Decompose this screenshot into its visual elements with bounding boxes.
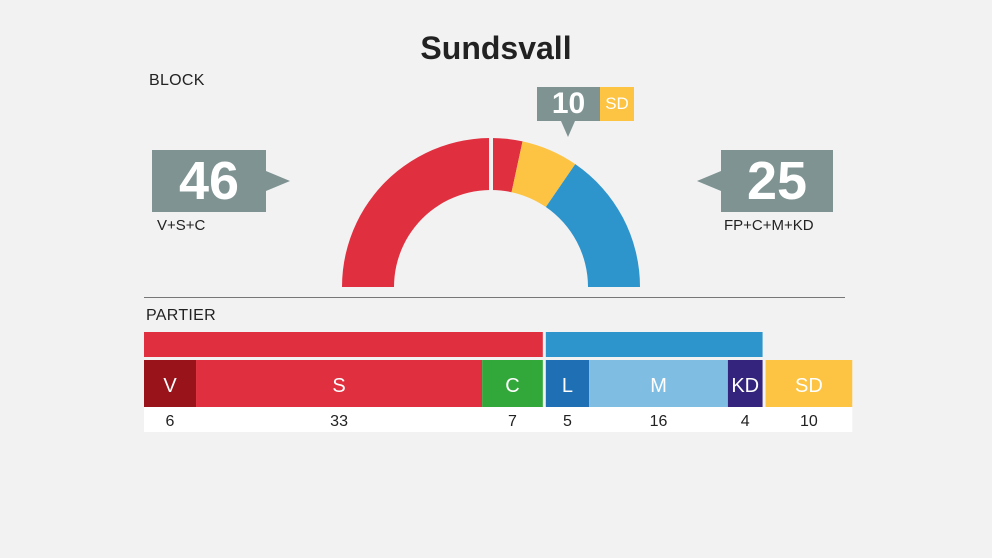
- party-bar-C: [482, 360, 543, 407]
- party-label-SD: SD: [795, 375, 823, 397]
- party-label-S: S: [332, 375, 345, 397]
- party-value-S: 33: [330, 413, 348, 430]
- center-block-label: SD: [600, 87, 634, 121]
- party-label-L: L: [562, 375, 573, 397]
- party-bar-V: [144, 360, 197, 407]
- party-bar-M: [589, 360, 728, 407]
- party-value-V: 6: [166, 413, 175, 430]
- left-block-label: V+S+C: [157, 217, 206, 234]
- right-block-seats: 25: [721, 150, 833, 212]
- value-strip: [144, 407, 853, 432]
- party-value-L: 5: [563, 413, 572, 430]
- party-label-M: M: [650, 375, 667, 397]
- left-block-seats: 46: [152, 150, 266, 212]
- block-header-bar-1: [545, 332, 763, 357]
- block-header-bar-0: [144, 332, 543, 357]
- center-callout-pointer: [561, 121, 575, 137]
- party-bar-SD: [765, 360, 853, 407]
- party-value-SD: 10: [800, 413, 818, 430]
- block-section-label: BLOCK: [149, 72, 205, 89]
- party-bar-KD: [727, 360, 763, 407]
- right-callout-pointer: [697, 171, 721, 191]
- party-value-C: 7: [508, 413, 517, 430]
- right-block-label: FP+C+M+KD: [724, 217, 814, 234]
- party-label-C: C: [505, 375, 519, 397]
- party-value-KD: 4: [741, 413, 750, 430]
- chart-title: Sundsvall: [420, 30, 572, 66]
- party-label-V: V: [163, 375, 177, 397]
- party-label-KD: KD: [731, 375, 759, 397]
- section-divider: [144, 297, 845, 298]
- left-callout-pointer: [266, 171, 290, 191]
- donut-slice-2: [545, 164, 640, 287]
- donut-slice-1: [511, 141, 576, 208]
- donut-slice-0: [342, 138, 523, 287]
- center-block-seats: 10: [537, 87, 600, 121]
- parties-section-label: PARTIER: [146, 307, 216, 324]
- party-value-M: 16: [650, 413, 668, 430]
- party-bar-S: [196, 360, 483, 407]
- party-bar-L: [545, 360, 590, 407]
